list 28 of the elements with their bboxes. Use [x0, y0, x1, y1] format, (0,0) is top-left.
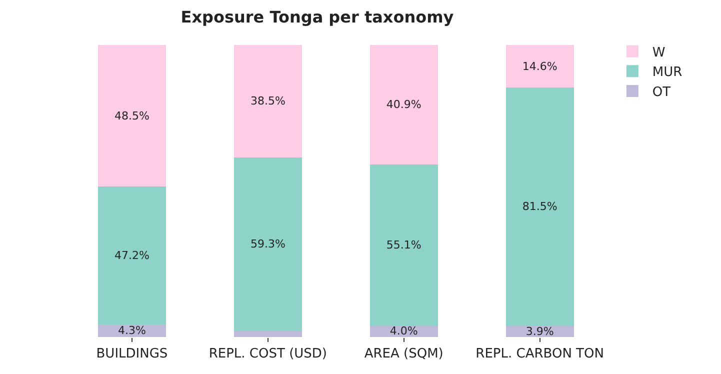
legend-label: MUR: [652, 65, 682, 80]
x-tick-label: AREA (SQM): [364, 346, 444, 362]
data-label: 40.9%: [386, 98, 422, 112]
bar: [98, 186, 166, 324]
data-label: 14.6%: [522, 60, 558, 73]
data-label: 38.5%: [250, 94, 286, 108]
bar: [98, 45, 166, 187]
x-tick-label: BUILDINGS: [96, 346, 168, 362]
bar: [506, 45, 574, 88]
data-label: 4.0%: [390, 324, 418, 338]
data-label: 59.3%: [250, 238, 286, 250]
chart-title: Exposure Tonga per taxonomy: [180, 7, 454, 26]
x-tick-label: REPL. CARBON TON: [476, 346, 604, 362]
x-tick-label: REPL. COST (USD): [208, 346, 327, 362]
bar: [370, 45, 438, 164]
bar: [234, 330, 302, 337]
bar: [234, 45, 302, 158]
data-label: 3.9%: [526, 324, 554, 338]
legend-label: OT: [652, 85, 671, 100]
data-label: 81.5%: [522, 200, 558, 214]
bar: [370, 164, 438, 326]
legend-label: W: [652, 45, 666, 60]
data-label: 47.2%: [114, 249, 150, 262]
data-label: 4.3%: [118, 324, 146, 338]
data-label: 55.1%: [386, 238, 422, 252]
data-label: 48.5%: [114, 109, 150, 122]
bar: [234, 157, 302, 331]
bar: [506, 88, 574, 326]
